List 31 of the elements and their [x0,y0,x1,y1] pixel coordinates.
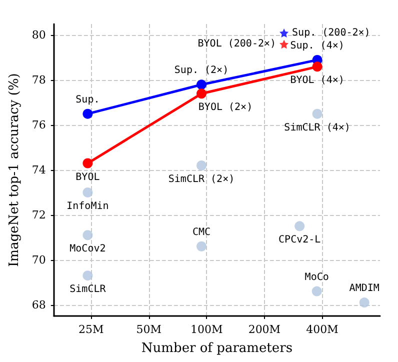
annotation: CPCv2-L [278,234,321,246]
annotation: CMC [192,226,211,238]
annotation: Sup. (200-2×) [292,27,370,38]
annotation: Sup. (4×) [290,40,344,52]
annotation: SimCLR (4×) [284,122,350,134]
annotation: MoCo [304,272,329,283]
x-axis-title: Number of parameters [141,341,292,356]
y-tick-label: 76 [32,118,46,132]
annotation: InfoMin [66,200,109,212]
x-tick-label: 50M [136,323,162,336]
annotation: MoCov2 [70,244,106,255]
x-tick-label: 400M [306,323,338,336]
y-tick-label: 68 [32,298,46,312]
y-tick-label: 74 [32,164,46,176]
annotation: AMDIM [349,283,380,294]
y-axis-title: ImageNet top-1 accuracy (%) [7,73,22,267]
y-tick-label: 70 [32,253,46,266]
annotation: SimCLR (2×) [168,174,235,186]
annotation: BYOL [76,172,100,183]
x-tick-label: 100M [190,323,223,336]
y-tick-label: 80 [32,28,46,42]
y-tick-label: 78 [32,74,46,87]
annotation: SimCLR [70,284,107,296]
annotation: BYOL (200-2×) [198,38,276,50]
annotation: Sup. [76,94,100,106]
x-tick-label: 200M [248,323,281,336]
x-tick-label: 25M [78,323,104,336]
annotation: BYOL (2×) [198,102,253,114]
y-tick-label: 72 [32,208,46,222]
annotation: BYOL (4×) [290,75,344,86]
annotation: Sup. (2×) [174,65,229,76]
